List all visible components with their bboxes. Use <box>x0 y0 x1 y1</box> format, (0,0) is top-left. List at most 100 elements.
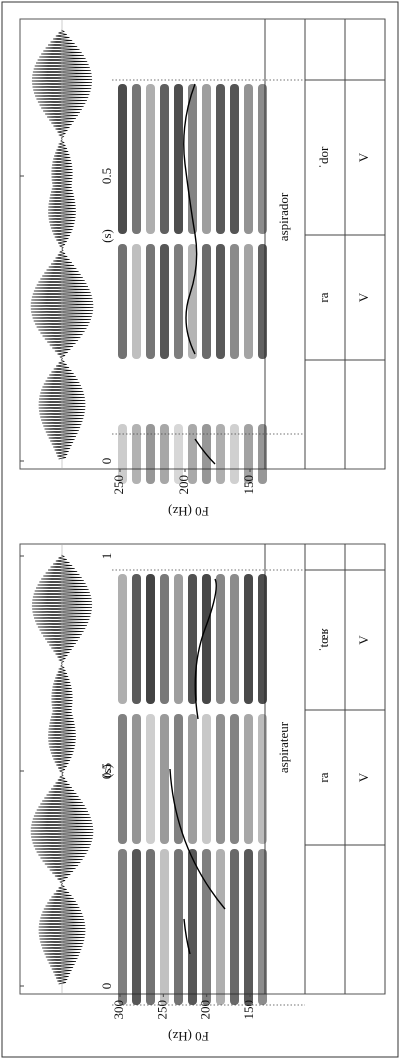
spectrogram-band <box>174 84 183 234</box>
spectrogram-band <box>244 244 253 359</box>
f0-tick-label: 250 <box>154 1000 169 1020</box>
spectrogram-band <box>160 84 169 234</box>
spectrogram-band <box>216 84 225 234</box>
spectrogram-band <box>160 244 169 359</box>
spectrogram-band <box>258 574 267 704</box>
spectrogram-band <box>258 849 267 1005</box>
spectrogram-band <box>132 574 141 704</box>
spectrogram-band <box>174 574 183 704</box>
f0-contour <box>183 918 191 955</box>
f0-tick-label: 150 <box>241 1000 256 1020</box>
spectrogram-band <box>160 424 169 484</box>
spectrogram-band <box>258 244 267 359</box>
f0-contour <box>169 768 226 910</box>
word-label: aspirateur <box>276 721 291 773</box>
time-tick-label: 0 <box>99 458 114 465</box>
spectrogram-band <box>132 849 141 1005</box>
spectrogram-band <box>230 574 239 704</box>
spectrogram-band <box>216 714 225 844</box>
f0-tick-label: 150 <box>241 475 256 495</box>
f0-tick-label: 300 <box>111 1000 126 1020</box>
syllable-label: ˈdor <box>316 146 331 168</box>
spectrogram-band <box>230 714 239 844</box>
tone-label: V <box>356 635 371 645</box>
time-tick-label: 0.5 <box>99 168 114 184</box>
spectrogram-band <box>188 849 197 1005</box>
spectrogram-band <box>188 714 197 844</box>
spectrogram-band <box>174 424 183 484</box>
spectrogram-band <box>258 714 267 844</box>
spectrogram-band <box>146 849 155 1005</box>
spectrogram-band <box>188 424 197 484</box>
spectrogram-band <box>118 424 127 484</box>
spectrogram-band <box>146 424 155 484</box>
spectrogram-band <box>118 714 127 844</box>
spectrogram-band <box>202 714 211 844</box>
f0-axis-label: F0 (Hz) <box>168 504 209 519</box>
spectrogram-band <box>132 244 141 359</box>
f0-tick-label: 200 <box>176 475 191 495</box>
tone-label: V <box>356 152 371 162</box>
spectrogram-band <box>146 84 155 234</box>
spectrogram-band <box>118 849 127 1005</box>
spectrogram-band <box>216 849 225 1005</box>
spectrogram-band <box>216 424 225 484</box>
word-label: aspirador <box>276 192 291 241</box>
f0-axis-label: F0 (Hz) <box>168 1029 209 1044</box>
spectrogram-band <box>244 574 253 704</box>
spectrogram-band <box>244 714 253 844</box>
tone-label: V <box>356 292 371 302</box>
syllable-label: ra <box>316 292 331 302</box>
spectrogram-band <box>202 244 211 359</box>
spectrogram-band <box>258 84 267 234</box>
spectrogram-band <box>146 574 155 704</box>
f0-tick-label: 200 <box>198 1000 213 1020</box>
time-unit: (s) <box>99 229 114 243</box>
time-tick-label: 1 <box>99 553 114 560</box>
f0-contour <box>194 578 217 720</box>
tone-label: V <box>356 772 371 782</box>
spectrogram-band <box>202 574 211 704</box>
panel: F0 (Hz) 300 250 200 150 0 0.5 1 (s) aspirateur ra V… <box>19 543 386 1044</box>
time-unit: (s) <box>99 764 114 778</box>
spectrogram-band <box>132 714 141 844</box>
spectrogram-band <box>202 849 211 1005</box>
spectrogram-band <box>244 424 253 484</box>
waveform <box>30 29 94 460</box>
panel: F0 (Hz) 250 200 150 0 0.5 (s) aspirador ra V ˈdor V <box>19 18 386 519</box>
spectrogram-band <box>230 424 239 484</box>
spectrogram-band <box>188 84 197 234</box>
spectrogram-band <box>160 574 169 704</box>
syllable-label: ˈtœʁ <box>316 628 331 652</box>
spectrogram-band <box>118 574 127 704</box>
spectrogram-band <box>244 84 253 234</box>
spectrogram-band <box>118 84 127 234</box>
spectrogram-band <box>160 714 169 844</box>
spectrogram-band <box>174 849 183 1005</box>
spectrogram-band <box>216 574 225 704</box>
spectrogram-band <box>146 244 155 359</box>
waveform <box>30 554 94 985</box>
f0-contour <box>183 83 198 355</box>
spectrogram-band <box>244 849 253 1005</box>
spectrogram-band <box>230 244 239 359</box>
spectrogram-band <box>160 849 169 1005</box>
spectrogram-band <box>230 84 239 234</box>
spectrogram-band <box>230 849 239 1005</box>
f0-tick-label: 250 <box>111 475 126 495</box>
time-tick-label: 0.5 <box>99 763 114 779</box>
spectrogram-band <box>174 244 183 359</box>
spectrogram-band <box>118 244 127 359</box>
spectrogram-band <box>188 574 197 704</box>
syllable-label: ra <box>316 772 331 782</box>
spectrogram-band <box>132 424 141 484</box>
f0-contour <box>194 438 216 465</box>
spectrogram-band <box>146 714 155 844</box>
spectrogram-band <box>258 424 267 484</box>
spectrogram-band <box>132 84 141 234</box>
spectrogram-band <box>216 244 225 359</box>
